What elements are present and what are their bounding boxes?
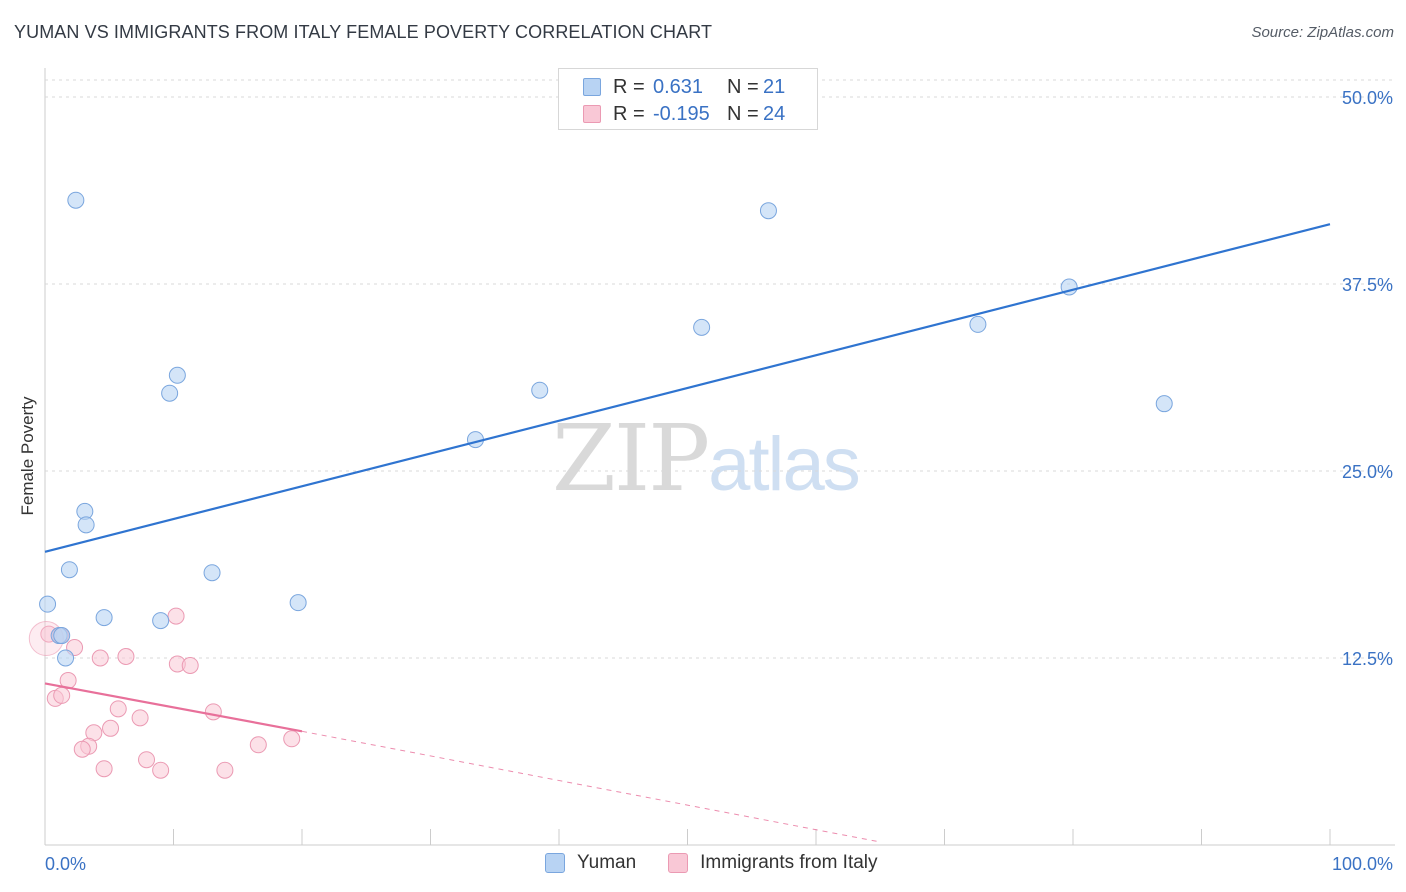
data-point-yuman	[203, 564, 221, 582]
source-label: Source: ZipAtlas.com	[1251, 24, 1394, 41]
legend-r-label: R =	[613, 102, 645, 125]
legend-n-label: N =	[727, 102, 759, 125]
data-point-yuman	[53, 627, 71, 645]
chart-title: YUMAN VS IMMIGRANTS FROM ITALY FEMALE PO…	[14, 22, 713, 42]
legend-box: R = 0.631 N = 21 R = -0.195 N = 24	[558, 68, 818, 130]
data-point-yuman	[67, 191, 85, 209]
data-point-italy	[91, 649, 109, 667]
data-point-yuman	[39, 595, 57, 613]
legend-n-value: 24	[763, 102, 786, 125]
bottom-legend-yuman: Yuman	[545, 852, 636, 874]
data-point-yuman	[168, 366, 186, 384]
legend-row-yuman: R = 0.631 N = 21	[583, 74, 785, 100]
data-point-italy	[167, 607, 185, 625]
bottom-legend-swatch-yuman	[545, 853, 565, 873]
y-tick-label: 37.5%	[1342, 275, 1393, 295]
y-axis-label: Female Poverty	[18, 396, 37, 516]
x-tick-label: 0.0%	[45, 854, 86, 874]
data-point-italy	[95, 760, 113, 778]
data-point-yuman	[693, 318, 711, 336]
data-point-italy	[109, 700, 127, 718]
data-point-yuman	[161, 384, 179, 402]
watermark-zip: ZIP	[552, 405, 710, 512]
trend-line-yuman	[44, 223, 1331, 553]
data-point-yuman	[95, 609, 113, 627]
trend-line-italy-extension	[301, 730, 881, 843]
trend-line-italy	[44, 682, 303, 733]
data-point-italy	[152, 761, 170, 779]
bottom-legend-swatch-italy	[668, 853, 689, 873]
legend-swatch-italy	[583, 105, 601, 123]
data-point-italy	[204, 703, 222, 721]
data-point-italy	[283, 730, 301, 748]
bottom-legend: Yuman Immigrants from Italy	[545, 852, 910, 874]
data-point-italy	[249, 736, 267, 754]
data-point-italy	[102, 719, 120, 737]
legend-n-label: N =	[727, 75, 759, 98]
bottom-legend-label-italy: Immigrants from Italy	[700, 852, 878, 873]
data-point-yuman	[60, 561, 78, 579]
data-point-italy	[73, 740, 91, 758]
data-point-yuman	[289, 594, 307, 612]
data-point-yuman	[77, 516, 95, 534]
y-tick-label: 50.0%	[1342, 88, 1393, 108]
data-point-yuman	[969, 315, 987, 333]
x-tick-label: 100.0%	[1332, 854, 1393, 874]
watermark: ZIPatlas	[552, 405, 861, 512]
legend-r-value: 0.631	[653, 75, 704, 98]
legend-row-italy: R = -0.195 N = 24	[583, 101, 785, 127]
y-tick-label: 12.5%	[1342, 649, 1393, 669]
bottom-legend-label-yuman: Yuman	[577, 852, 637, 873]
legend-n-value: 21	[763, 75, 786, 98]
y-tick-label: 25.0%	[1342, 462, 1393, 482]
data-point-yuman	[759, 202, 777, 220]
data-point-italy	[53, 686, 71, 704]
data-point-yuman	[152, 612, 170, 630]
data-point-yuman	[1155, 395, 1173, 413]
data-point-yuman	[531, 381, 549, 399]
data-point-italy	[181, 656, 199, 674]
data-point-italy	[216, 761, 234, 779]
legend-swatch-yuman	[583, 78, 601, 96]
data-point-italy	[117, 648, 135, 666]
data-point-italy	[131, 709, 149, 727]
data-point-yuman	[57, 649, 75, 667]
watermark-atlas: atlas	[708, 422, 861, 507]
legend-r-value: -0.195	[653, 102, 710, 125]
data-point-italy	[138, 751, 156, 769]
bottom-legend-italy: Immigrants from Italy	[668, 852, 878, 874]
legend-r-label: R =	[613, 75, 645, 98]
